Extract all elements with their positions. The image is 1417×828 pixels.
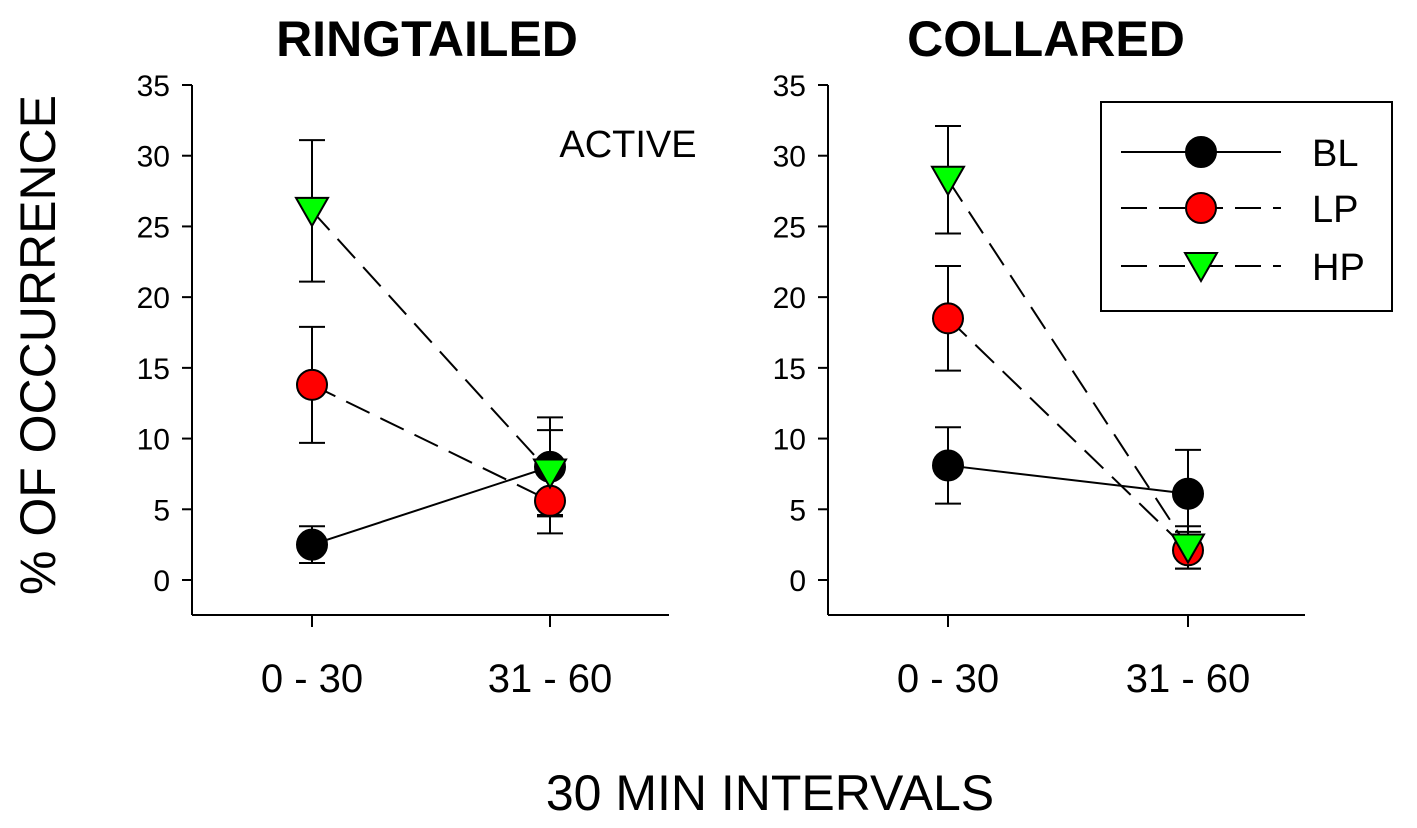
data-point-lp	[296, 368, 328, 401]
chart-panels: RINGTAILED 0 5 10 15 20 25 30 35 0 - 30 31 - 60 ACT…	[137, 11, 1305, 701]
y-tick-label: 10	[773, 424, 806, 457]
x-tick-label: 31 - 60	[488, 657, 613, 701]
series-line-lp	[947, 317, 1189, 552]
chart-panel-collared: COLLARED 0 5 10 15 20 25 30 35 0 - 30 31 - 60	[773, 11, 1305, 701]
data-point-bl	[296, 528, 328, 561]
y-tick-label: 35	[773, 70, 806, 103]
panel-title: RINGTAILED	[276, 11, 578, 67]
x-axis-label: 30 MIN INTERVALS	[546, 765, 994, 821]
data-point-hp	[532, 458, 568, 490]
panel-annotation: ACTIVE	[559, 124, 696, 166]
legend-item-bl: BL	[1121, 133, 1358, 175]
y-axis-label: % OF OCCURRENCE	[10, 95, 66, 595]
chart-panel-ringtailed: RINGTAILED 0 5 10 15 20 25 30 35 0 - 30 31 - 60 ACT…	[137, 11, 697, 701]
y-tick-label: 15	[137, 353, 170, 386]
legend-marker	[1185, 136, 1217, 168]
legend-label: LP	[1312, 189, 1358, 231]
series-line-bl	[311, 465, 551, 546]
y-tick-label: 25	[137, 211, 170, 244]
series-line-hp	[947, 179, 1189, 549]
x-tick-label: 0 - 30	[261, 657, 363, 701]
data-point-hp	[294, 196, 330, 228]
y-tick-label: 25	[773, 211, 806, 244]
legend-marker	[1185, 192, 1217, 224]
y-tick-label: 20	[137, 282, 170, 315]
y-tick-label: 35	[137, 70, 170, 103]
legend-box	[1100, 101, 1393, 312]
legend-label: BL	[1312, 133, 1358, 175]
series-line-hp	[311, 210, 551, 474]
y-tick-label: 30	[773, 141, 806, 174]
series-line-bl	[947, 464, 1189, 495]
legend-item-hp: HP	[1121, 247, 1365, 289]
data-point-hp	[930, 165, 966, 197]
series-line-lp	[311, 383, 551, 502]
y-tick-label: 0	[789, 565, 806, 598]
x-tick-label: 0 - 30	[897, 657, 999, 701]
y-tick-label: 20	[773, 282, 806, 315]
y-tick-label: 15	[773, 353, 806, 386]
y-tick-label: 5	[789, 494, 806, 527]
y-tick-label: 0	[153, 565, 170, 598]
data-point-bl	[932, 449, 964, 482]
y-tick-label: 30	[137, 141, 170, 174]
legend-label: HP	[1312, 247, 1365, 289]
y-tick-label: 5	[153, 494, 170, 527]
data-point-bl	[1172, 477, 1204, 510]
legend-marker	[1183, 252, 1219, 284]
y-tick-label: 10	[137, 424, 170, 457]
legend: BL LP HP	[1100, 101, 1393, 312]
x-tick-label: 31 - 60	[1126, 657, 1251, 701]
data-point-hp	[1170, 533, 1206, 565]
data-point-lp	[932, 302, 964, 335]
legend-item-lp: LP	[1121, 189, 1358, 231]
data-point-lp	[534, 484, 566, 517]
panel-title: COLLARED	[907, 11, 1185, 67]
